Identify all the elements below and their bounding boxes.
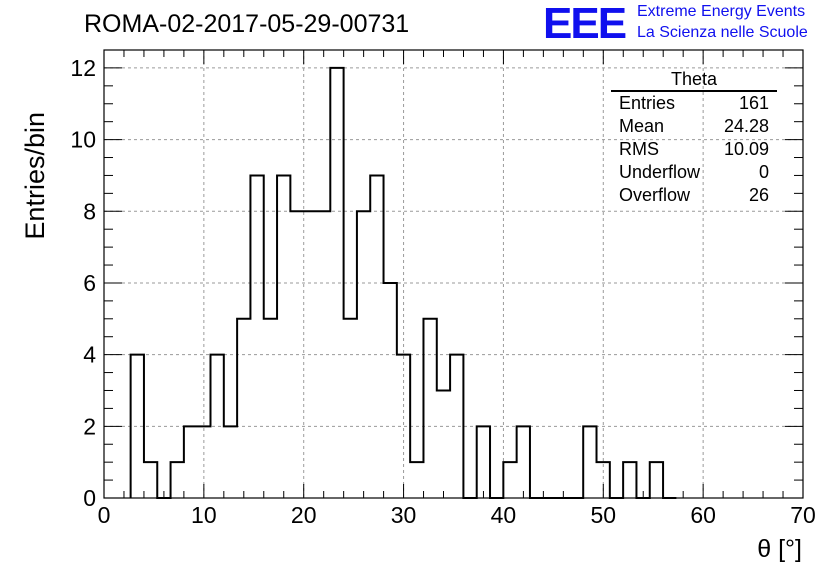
histogram-outline <box>129 66 677 499</box>
stats-label: Entries <box>619 93 676 113</box>
x-tick-label: 30 <box>391 502 417 528</box>
x-tick-label: 70 <box>790 502 816 528</box>
histogram-bin <box>437 390 450 498</box>
y-tick-label: 8 <box>83 198 96 224</box>
histogram-bin <box>290 211 303 498</box>
y-tick-label: 0 <box>83 485 96 511</box>
stats-value: 161 <box>738 93 769 113</box>
histogram-bin <box>210 355 223 498</box>
histogram-bin <box>131 355 144 498</box>
histogram-bin <box>423 319 436 498</box>
x-tick-label: 50 <box>590 502 616 528</box>
x-tick-label: 20 <box>291 502 317 528</box>
histogram-bin <box>237 319 250 498</box>
eee-logo: EEE <box>543 0 627 48</box>
histogram-bin <box>384 283 397 498</box>
stats-row-underflow: Underflow 0 <box>611 161 777 184</box>
stats-value: 24.28 <box>723 116 769 136</box>
histogram-bin <box>171 462 184 498</box>
histogram-bin <box>410 462 423 498</box>
histogram-bin <box>517 426 530 498</box>
run-title: ROMA-02-2017-05-29-00731 <box>84 10 410 38</box>
stats-row-mean: Mean 24.28 <box>611 115 777 138</box>
stats-label: Underflow <box>619 162 701 182</box>
histogram-bin <box>317 211 330 498</box>
histogram-bin <box>250 175 263 498</box>
stats-title: Theta <box>611 68 777 92</box>
stats-row-overflow: Overflow 26 <box>611 184 777 207</box>
x-tick-label: 40 <box>491 502 517 528</box>
y-axis-label: Entries/bin <box>20 112 50 240</box>
y-tick-label: 10 <box>70 127 96 153</box>
y-tick-label: 4 <box>83 342 96 368</box>
stats-value: 10.09 <box>723 139 769 159</box>
histogram-bin <box>184 426 197 498</box>
histogram-bin <box>144 462 157 498</box>
histogram-bin <box>370 175 383 498</box>
x-tick-label: 60 <box>690 502 716 528</box>
y-tick-label: 12 <box>70 55 96 81</box>
histogram-bin <box>583 426 596 498</box>
histogram-bin <box>450 355 463 498</box>
logo-tagline-1: Extreme Energy Events <box>637 3 806 20</box>
x-tick-label: 10 <box>191 502 217 528</box>
stats-label: Overflow <box>619 185 691 205</box>
logo-tagline-2: La Scienza nelle Scuole <box>637 24 808 41</box>
histogram-bin <box>277 175 290 498</box>
x-axis-label: θ [°] <box>757 535 802 563</box>
histogram-bin <box>597 462 610 498</box>
histogram-bin <box>224 426 237 498</box>
stats-box: Theta Entries 161 Mean 24.28 RMS 10.09 U… <box>611 68 777 207</box>
histogram-bin <box>197 426 210 498</box>
histogram-bin <box>623 462 636 498</box>
histogram-bin <box>344 319 357 498</box>
stats-value: 26 <box>748 185 769 205</box>
y-tick-label: 2 <box>83 413 96 439</box>
stats-label: Mean <box>619 116 665 136</box>
histogram-bin <box>264 319 277 498</box>
stats-row-entries: Entries 161 <box>611 92 777 115</box>
stats-label: RMS <box>619 139 659 159</box>
histogram-bin <box>477 426 490 498</box>
histogram-bin <box>503 462 516 498</box>
stats-value: 0 <box>758 162 769 182</box>
stats-row-rms: RMS 10.09 <box>611 138 777 161</box>
histogram-bin <box>397 355 410 498</box>
plot-frame <box>103 49 804 499</box>
histogram-bin <box>650 462 663 498</box>
histogram-bin <box>330 68 343 498</box>
y-tick-label: 6 <box>83 270 96 296</box>
histogram-bin <box>357 211 370 498</box>
histogram-bin <box>304 211 317 498</box>
x-tick-label: 0 <box>98 502 111 528</box>
